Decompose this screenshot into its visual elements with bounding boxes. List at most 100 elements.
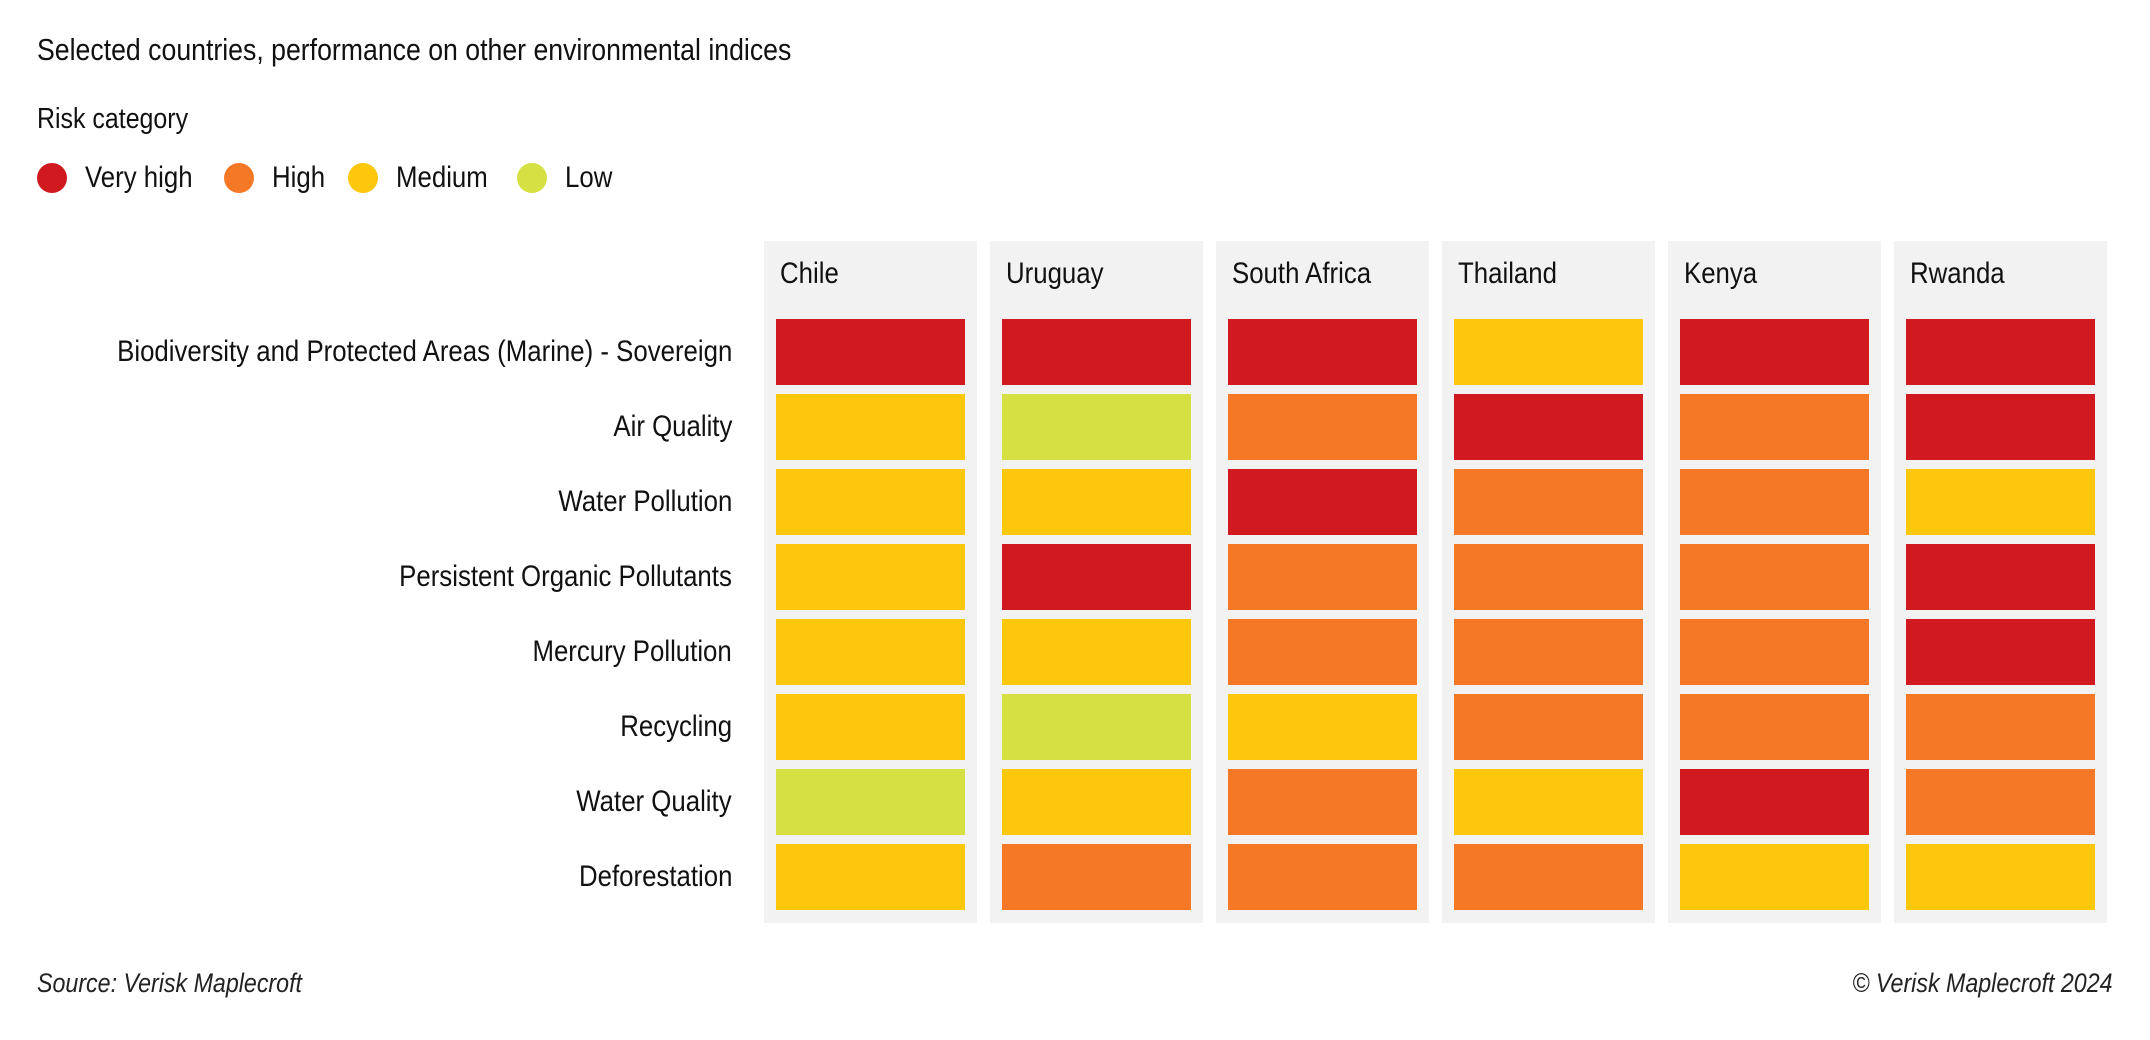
- heatmap-cell: [776, 544, 965, 610]
- heatmap-cell: [776, 319, 965, 385]
- heatmap-cell: [776, 769, 965, 835]
- heatmap-cell: [1680, 544, 1869, 610]
- column-panel-rwanda: Rwanda: [1894, 241, 2107, 923]
- column-header: Chile: [780, 257, 848, 291]
- row-label-text: Recycling: [620, 710, 732, 743]
- heatmap-cell: [1906, 844, 2095, 910]
- heatmap-cell: [1680, 769, 1869, 835]
- legend-dot-icon: [347, 163, 378, 193]
- column-header: South Africa: [1232, 257, 1394, 291]
- heatmap-cell: [1454, 544, 1643, 610]
- heatmap-cell: [1906, 694, 2095, 760]
- heatmap-cell: [1002, 394, 1191, 460]
- legend-label: Medium: [396, 161, 503, 195]
- column-panel-uruguay: Uruguay: [990, 241, 1203, 923]
- heatmap-cell: [776, 619, 965, 685]
- column-header: Thailand: [1458, 257, 1573, 291]
- heatmap-cell: [1454, 469, 1643, 535]
- heatmap-cell: [1680, 694, 1869, 760]
- column-header: Kenya: [1684, 257, 1769, 291]
- heatmap-cell: [1002, 544, 1191, 610]
- row-label-text: Biodiversity and Protected Areas (Marine…: [116, 335, 732, 368]
- heatmap-cell: [1228, 544, 1417, 610]
- row-label: Persistent Organic Pollutants: [345, 544, 732, 610]
- heatmap-cell: [1002, 469, 1191, 535]
- heatmap-cell: [776, 694, 965, 760]
- column-header: Rwanda: [1910, 257, 2020, 291]
- row-label: Biodiversity and Protected Areas (Marine…: [17, 319, 732, 385]
- legend-item-low: Low: [516, 161, 620, 195]
- heatmap-cell: [776, 469, 965, 535]
- legend-label-text: Very high: [85, 161, 193, 194]
- column-header-text: Kenya: [1684, 257, 1758, 290]
- row-label: Air Quality: [594, 394, 732, 460]
- heatmap-cell: [1906, 544, 2095, 610]
- row-label: Water Quality: [551, 769, 732, 835]
- legend-dot-icon: [516, 163, 547, 193]
- heatmap-cell: [1680, 844, 1869, 910]
- heatmap-cell: [1228, 394, 1417, 460]
- heatmap-cell: [1002, 769, 1191, 835]
- source-text: Source: Verisk Maplecroft: [37, 968, 302, 998]
- heatmap-cell: [776, 394, 965, 460]
- legend-title: Risk category: [37, 103, 213, 136]
- legend-label: Low: [565, 161, 620, 195]
- column-header-text: South Africa: [1232, 257, 1372, 290]
- legend-label-text: Low: [564, 161, 612, 194]
- heatmap-cell: [1228, 769, 1417, 835]
- heatmap-cell: [1680, 469, 1869, 535]
- heatmap-cell: [1454, 319, 1643, 385]
- heatmap-cell: [1228, 619, 1417, 685]
- legend-item-medium: Medium: [347, 161, 503, 195]
- legend-dot-icon: [37, 163, 67, 193]
- heatmap-cell: [1454, 694, 1643, 760]
- column-header-text: Rwanda: [1910, 257, 2005, 290]
- legend-item-high: High: [224, 161, 334, 195]
- heatmap-cell: [1680, 319, 1869, 385]
- legend-title-text: Risk category: [37, 103, 189, 135]
- heatmap-cell: [1002, 319, 1191, 385]
- heatmap-cell: [1228, 844, 1417, 910]
- column-header: Uruguay: [1006, 257, 1119, 291]
- row-label: Deforestation: [554, 844, 732, 910]
- column-panel-kenya: Kenya: [1668, 241, 1881, 923]
- heatmap-cell: [1228, 694, 1417, 760]
- heatmap-cell: [1454, 394, 1643, 460]
- legend-label: High: [272, 161, 334, 195]
- heatmap-cell: [1228, 319, 1417, 385]
- heatmap-cell: [1906, 394, 2095, 460]
- source-note: Source: Verisk Maplecroft: [37, 968, 345, 999]
- heatmap-cell: [1002, 694, 1191, 760]
- heatmap-cell: [1454, 769, 1643, 835]
- heatmap-cell: [1906, 619, 2095, 685]
- heatmap-cell: [1454, 619, 1643, 685]
- heatmap-cell: [776, 844, 965, 910]
- chart-title: Selected countries, performance on other…: [37, 32, 914, 68]
- legend-label-text: High: [272, 161, 326, 194]
- heatmap-cell: [1906, 469, 2095, 535]
- column-header-text: Thailand: [1458, 257, 1557, 290]
- copyright-note: © Verisk Maplecroft 2024: [1810, 968, 2113, 999]
- heatmap-cell: [1002, 844, 1191, 910]
- heatmap-cell: [1002, 619, 1191, 685]
- legend-dot-icon: [224, 163, 255, 193]
- row-label-text: Mercury Pollution: [532, 635, 732, 668]
- column-panel-thailand: Thailand: [1442, 241, 1655, 923]
- row-label-text: Persistent Organic Pollutants: [399, 560, 732, 593]
- legend-label: Very high: [85, 161, 210, 195]
- heatmap-cell: [1906, 319, 2095, 385]
- row-label: Mercury Pollution: [500, 619, 732, 685]
- heatmap-cell: [1228, 469, 1417, 535]
- legend-item-very-high: Very high: [37, 161, 210, 195]
- column-panel-chile: Chile: [764, 241, 977, 923]
- row-label-text: Air Quality: [612, 410, 732, 443]
- column-header-text: Chile: [780, 257, 839, 290]
- row-label-text: Water Quality: [576, 785, 732, 818]
- row-label: Water Pollution: [530, 469, 732, 535]
- row-label-text: Deforestation: [578, 860, 732, 893]
- heatmap-cell: [1680, 619, 1869, 685]
- heatmap-cell: [1680, 394, 1869, 460]
- legend: Very high High Medium Low: [37, 158, 634, 198]
- copyright-text: © Verisk Maplecroft 2024: [1852, 968, 2113, 998]
- chart-title-text: Selected countries, performance on other…: [37, 32, 792, 67]
